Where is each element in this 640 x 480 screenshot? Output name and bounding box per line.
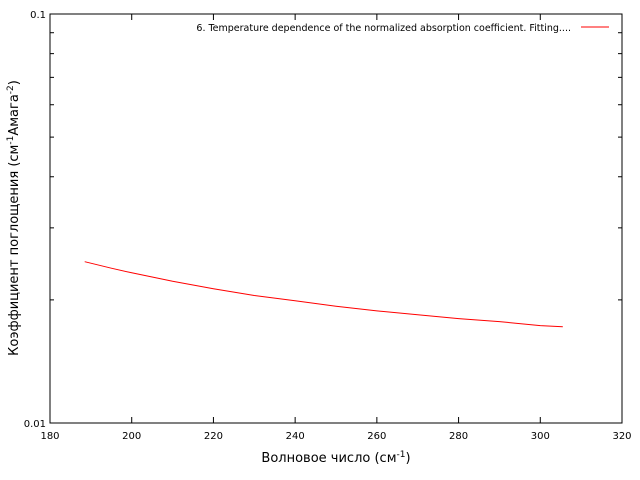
x-axis-title-tail: ) xyxy=(405,451,410,466)
x-tick-label: 280 xyxy=(449,431,468,442)
y-axis-title-sup2: -2 xyxy=(6,85,16,94)
y-axis-title-main: Коэффициент поглощения (см xyxy=(7,145,22,356)
series-line xyxy=(84,261,563,328)
y-tick-label: 0.01 xyxy=(24,419,46,430)
x-tick-label: 300 xyxy=(531,431,550,442)
plot-area xyxy=(49,13,623,424)
y-tick-label: 0.1 xyxy=(30,10,46,21)
y-axis-ticks: 0.01 0.1 xyxy=(24,10,622,430)
y-minor-ticks xyxy=(50,32,622,301)
x-axis-title-main: Волновое число (см xyxy=(261,451,396,466)
x-tick-label: 240 xyxy=(286,431,305,442)
y-axis-title: Коэффициент поглощения (см-1Амага-2) xyxy=(6,80,22,356)
y-axis-title-tail: ) xyxy=(7,80,22,85)
legend: 6. Temperature dependence of the normali… xyxy=(196,23,609,34)
x-axis-ticks: 180 200 220 240 260 280 300 320 xyxy=(40,14,632,442)
x-tick-label: 320 xyxy=(612,431,631,442)
series-layer xyxy=(84,261,563,328)
y-axis-title-mid: Амага xyxy=(7,94,22,135)
x-tick-label: 260 xyxy=(367,431,386,442)
legend-entry-label: 6. Temperature dependence of the normali… xyxy=(196,23,571,34)
x-axis-title-sup: -1 xyxy=(397,450,406,460)
x-tick-label: 180 xyxy=(40,431,59,442)
x-tick-label: 200 xyxy=(122,431,141,442)
x-axis-title: Волновое число (см-1) xyxy=(261,450,410,466)
y-axis-title-sup1: -1 xyxy=(6,136,16,145)
x-tick-label: 220 xyxy=(204,431,223,442)
